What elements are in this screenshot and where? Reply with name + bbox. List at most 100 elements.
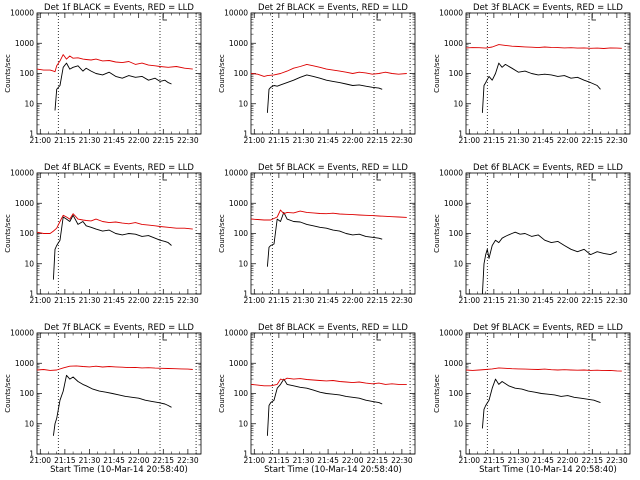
x-tick-label: 22:30 (391, 136, 413, 145)
y-tick-label: 10000 (439, 169, 463, 178)
y-tick-label: 1 (458, 130, 463, 139)
x-tick-label: 22:00 (128, 456, 150, 465)
x-tick-label: 22:30 (177, 136, 199, 145)
y-tick-label: 10000 (10, 169, 34, 178)
y-tick-label: 10 (238, 99, 248, 108)
x-tick-label: 21:15 (268, 136, 290, 145)
y-tick-label: 1000 (15, 199, 34, 208)
x-tick-label: 21:00 (458, 456, 480, 465)
x-tick-label: 22:00 (557, 136, 579, 145)
y-tick-label: 1 (458, 290, 463, 299)
y-axis-label: Counts/sec (218, 214, 226, 253)
y-tick-label: 10000 (224, 169, 248, 178)
x-tick-label: 21:30 (293, 136, 315, 145)
x-tick-label: 22:00 (128, 296, 150, 305)
y-tick-label: 100 (449, 389, 464, 398)
y-tick-label: 1000 (444, 39, 463, 48)
y-axis-label: Counts/sec (433, 214, 441, 253)
y-axis-label: Counts/sec (4, 54, 12, 93)
x-tick-label: 22:00 (557, 296, 579, 305)
x-tick-label: 21:45 (317, 136, 339, 145)
plot-frame (36, 12, 202, 135)
events-series-line (481, 62, 601, 113)
x-tick-label: 21:30 (508, 296, 530, 305)
panel-title: Det 1f BLACK = Events, RED = LLD (44, 3, 194, 13)
x-tick-label: 22:15 (581, 296, 603, 305)
x-tick-label: 22:15 (366, 456, 388, 465)
y-tick-label: 1 (243, 130, 248, 139)
panel-7: Det 7f BLACK = Events, RED = LLD 1 10 100 10… (4, 323, 202, 475)
x-tick-label: 22:30 (606, 136, 628, 145)
y-tick-label: 10 (24, 419, 34, 428)
panel-3: Det 3f BLACK = Events, RED = LLD 1 10 100 10… (433, 3, 631, 145)
events-series-line (266, 211, 383, 267)
x-tick-label: 22:00 (342, 296, 364, 305)
lld-series-line (36, 365, 193, 371)
panel-5: Det 5f BLACK = Events, RED = LLD 1 10 100 10… (218, 163, 416, 305)
y-tick-label: 1 (243, 450, 248, 459)
y-axis-label: Counts/sec (218, 374, 226, 413)
plot-frame (36, 332, 202, 455)
y-tick-label: 100 (234, 69, 249, 78)
lld-series-line (36, 213, 193, 234)
x-tick-label: 22:15 (152, 456, 174, 465)
events-series-line (266, 74, 383, 113)
y-tick-label: 100 (449, 69, 464, 78)
panel-2: Det 2f BLACK = Events, RED = LLD 1 10 100 10… (218, 3, 416, 145)
x-tick-label: 22:30 (391, 296, 413, 305)
events-series-line (481, 378, 601, 429)
panel-title: Det 4f BLACK = Events, RED = LLD (44, 163, 194, 173)
panel-6: Det 6f BLACK = Events, RED = LLD 1 10 100 10… (433, 163, 631, 305)
plot-frame (465, 12, 631, 135)
events-series-line (52, 374, 172, 436)
x-tick-label: 21:45 (103, 456, 125, 465)
x-axis-label: Start Time (10-Mar-14 20:58:40) (264, 465, 402, 475)
x-tick-label: 21:00 (29, 456, 51, 465)
x-tick-label: 22:30 (177, 456, 199, 465)
interval-bracket (591, 334, 596, 341)
plot-frame (36, 172, 202, 295)
lld-series-line (250, 209, 407, 221)
x-tick-label: 21:30 (79, 136, 101, 145)
y-tick-label: 10000 (224, 329, 248, 338)
y-tick-label: 1000 (15, 359, 34, 368)
interval-bracket (162, 174, 167, 181)
panel-title: Det 5f BLACK = Events, RED = LLD (258, 163, 408, 173)
x-tick-label: 21:30 (508, 136, 530, 145)
y-tick-label: 100 (234, 229, 249, 238)
x-tick-label: 21:00 (243, 456, 265, 465)
x-tick-label: 21:30 (79, 296, 101, 305)
panel-4: Det 4f BLACK = Events, RED = LLD 1 10 100 10… (4, 163, 202, 305)
x-tick-label: 21:15 (54, 456, 76, 465)
y-tick-label: 10 (453, 99, 463, 108)
x-tick-label: 21:00 (458, 296, 480, 305)
x-tick-label: 21:45 (532, 136, 554, 145)
x-tick-label: 22:30 (177, 296, 199, 305)
x-tick-label: 21:45 (103, 136, 125, 145)
lld-series-line (465, 367, 622, 372)
events-series-line (52, 214, 172, 280)
x-tick-label: 21:15 (483, 296, 505, 305)
x-tick-label: 21:45 (317, 456, 339, 465)
y-axis-label: Counts/sec (4, 374, 12, 413)
x-tick-label: 22:30 (606, 296, 628, 305)
x-tick-label: 21:30 (293, 296, 315, 305)
x-tick-label: 21:15 (54, 136, 76, 145)
x-tick-label: 21:15 (483, 136, 505, 145)
panel-title: Det 8f BLACK = Events, RED = LLD (258, 323, 408, 333)
y-tick-label: 10 (238, 419, 248, 428)
y-tick-label: 10000 (10, 329, 34, 338)
x-tick-label: 21:00 (243, 296, 265, 305)
y-tick-label: 1000 (229, 39, 248, 48)
x-axis-label: Start Time (10-Mar-14 20:58:40) (50, 465, 188, 475)
panel-8: Det 8f BLACK = Events, RED = LLD 1 10 100 10… (218, 323, 416, 475)
x-tick-label: 21:45 (532, 296, 554, 305)
y-tick-label: 1 (29, 450, 34, 459)
panel-1: Det 1f BLACK = Events, RED = LLD 1 10 100 10… (4, 3, 202, 145)
x-tick-label: 21:15 (268, 296, 290, 305)
interval-bracket (591, 14, 596, 21)
x-tick-label: 22:00 (557, 456, 579, 465)
y-tick-label: 10000 (439, 9, 463, 18)
y-tick-label: 1 (29, 130, 34, 139)
